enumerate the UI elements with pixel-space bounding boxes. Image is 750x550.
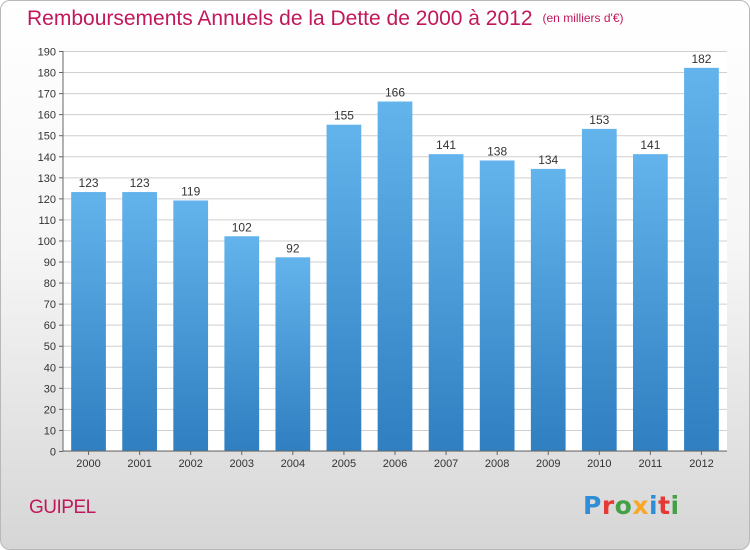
y-tick-label: 80 [44, 278, 56, 290]
logo-letter: x [632, 491, 649, 520]
y-tick-label: 140 [38, 152, 56, 164]
bar-2003 [224, 236, 260, 451]
y-tick-label: 100 [38, 236, 56, 248]
x-tick-label: 2008 [485, 458, 509, 470]
value-label: 123 [130, 176, 150, 190]
bar-2010 [581, 128, 617, 451]
x-tick-label: 2004 [281, 458, 305, 470]
x-tick-label: 2005 [332, 458, 356, 470]
logo-letter: i [649, 491, 659, 520]
x-axis-ticks: 2000 2001 2002 2003 2004 2005 2006 2007 2008 2009… [76, 451, 714, 470]
y-tick-label: 130 [38, 173, 56, 185]
x-tick-label: 2002 [178, 458, 202, 470]
bar-2000 [71, 192, 106, 452]
x-tick-label: 2012 [689, 458, 713, 470]
logo-letter: r [601, 491, 615, 520]
value-label: 141 [436, 138, 456, 152]
value-label: 153 [589, 113, 609, 127]
y-tick-label: 40 [44, 362, 56, 374]
y-tick-label: 170 [38, 89, 56, 101]
x-tick-label: 2010 [587, 458, 611, 470]
logo-letter: i [670, 491, 680, 520]
value-label: 155 [334, 109, 354, 123]
y-tick-label: 70 [44, 299, 56, 311]
y-tick-label: 90 [44, 257, 56, 269]
bar-2007 [428, 154, 464, 451]
proxiti-logo: Proxiti [583, 491, 680, 520]
value-label: 166 [385, 86, 405, 100]
value-label: 102 [232, 220, 252, 234]
bar-2006 [377, 101, 413, 452]
y-tick-label: 0 [50, 447, 56, 459]
y-tick-label: 10 [44, 425, 56, 437]
y-tick-label: 120 [38, 194, 56, 206]
value-label: 123 [79, 176, 99, 190]
commune-name: GUIPEL [29, 497, 96, 518]
bar-2002 [173, 200, 209, 451]
chart-subtitle: (en milliers d'€) [542, 11, 624, 25]
x-tick-label: 2007 [434, 458, 458, 470]
x-tick-label: 2000 [76, 458, 100, 470]
value-label: 182 [691, 52, 711, 66]
y-tick-label: 30 [44, 383, 56, 395]
y-tick-label: 180 [38, 68, 56, 80]
bar-2012 [684, 67, 719, 451]
bar-2001 [122, 192, 157, 452]
x-tick-label: 2001 [127, 458, 151, 470]
y-tick-label: 110 [38, 215, 56, 227]
value-label: 138 [487, 144, 507, 158]
x-tick-label: 2009 [536, 458, 560, 470]
logo-letter: P [583, 491, 602, 520]
y-axis-ticks: 0 10 20 30 40 50 60 70 80 90 100 110 120 130 140 150 160… [38, 47, 63, 459]
logo-letter: o [614, 491, 633, 520]
y-tick-label: 60 [44, 320, 56, 332]
x-tick-label: 2003 [230, 458, 254, 470]
x-tick-label: 2006 [383, 458, 407, 470]
bar-2009 [530, 168, 566, 452]
bar-2004 [275, 257, 311, 451]
chart-title-text: Remboursements Annuels de la Dette de 20… [27, 7, 533, 30]
bars: 123 123 119 102 92 155 166 141 138 134 153 141 182 [71, 52, 719, 452]
bar-2008 [479, 160, 515, 451]
y-tick-label: 190 [38, 47, 56, 59]
y-tick-label: 50 [44, 341, 56, 353]
value-label: 119 [181, 184, 200, 198]
bar-2011 [633, 154, 668, 451]
value-label: 92 [286, 241, 300, 255]
y-tick-label: 20 [44, 404, 56, 416]
y-tick-label: 150 [38, 131, 56, 143]
y-tick-label: 160 [38, 110, 56, 122]
value-label: 134 [538, 153, 558, 167]
x-tick-label: 2011 [639, 458, 663, 470]
bar-2005 [326, 124, 362, 452]
value-label: 141 [640, 138, 660, 152]
chart-title: Remboursements Annuels de la Dette de 20… [27, 7, 624, 31]
logo-letter: t [658, 491, 671, 520]
